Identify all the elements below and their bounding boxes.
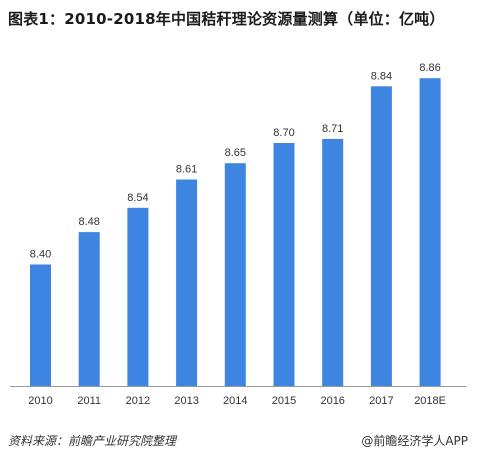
x-tick-label-2011: 2011 (77, 395, 101, 407)
bars-group (30, 78, 441, 387)
bar-2018E (419, 78, 441, 386)
x-tick-label-2010: 2010 (28, 395, 52, 407)
bar-2016 (322, 138, 344, 386)
x-tick-label-2018E: 2018E (414, 395, 446, 407)
value-label-2017: 8.84 (371, 70, 392, 82)
value-label-2015: 8.70 (273, 127, 294, 139)
x-tick-label-2015: 2015 (272, 395, 296, 407)
bar-2015 (273, 143, 295, 386)
value-label-2012: 8.54 (127, 192, 148, 204)
bar-2010 (30, 264, 51, 386)
bar-2013 (176, 179, 198, 386)
x-tick-label-2012: 2012 (126, 395, 150, 407)
x-tick-labels-group: 2010 2011 2012 2013 2014 2015 2016 2017 2018E (28, 395, 446, 407)
brand-watermark: @前瞻经济学人APP (361, 434, 468, 448)
bar-2017 (370, 86, 392, 387)
x-tick-label-2014: 2014 (223, 395, 247, 407)
bar-2012 (127, 207, 149, 386)
x-tick-label-2013: 2013 (174, 395, 198, 407)
source-note: 资料来源：前瞻产业研究院整理 (8, 434, 177, 448)
bar-2014 (224, 163, 246, 386)
x-tick-label-2016: 2016 (320, 395, 344, 407)
chart-title: 图表1：2010-2018年中国秸秆理论资源量测算（单位：亿吨） (8, 10, 445, 28)
value-label-2011: 8.48 (78, 216, 99, 228)
x-tick-label-2017: 2017 (369, 395, 393, 407)
value-labels-group: 8.40 8.48 8.54 8.61 8.65 8.70 8.71 8.84 8.86 (30, 62, 441, 260)
value-label-2018E: 8.86 (419, 62, 440, 74)
value-label-2010: 8.40 (30, 249, 51, 261)
value-label-2016: 8.71 (322, 123, 343, 135)
bar-2011 (78, 232, 100, 386)
value-label-2013: 8.61 (176, 164, 197, 176)
value-label-2014: 8.65 (225, 147, 246, 159)
